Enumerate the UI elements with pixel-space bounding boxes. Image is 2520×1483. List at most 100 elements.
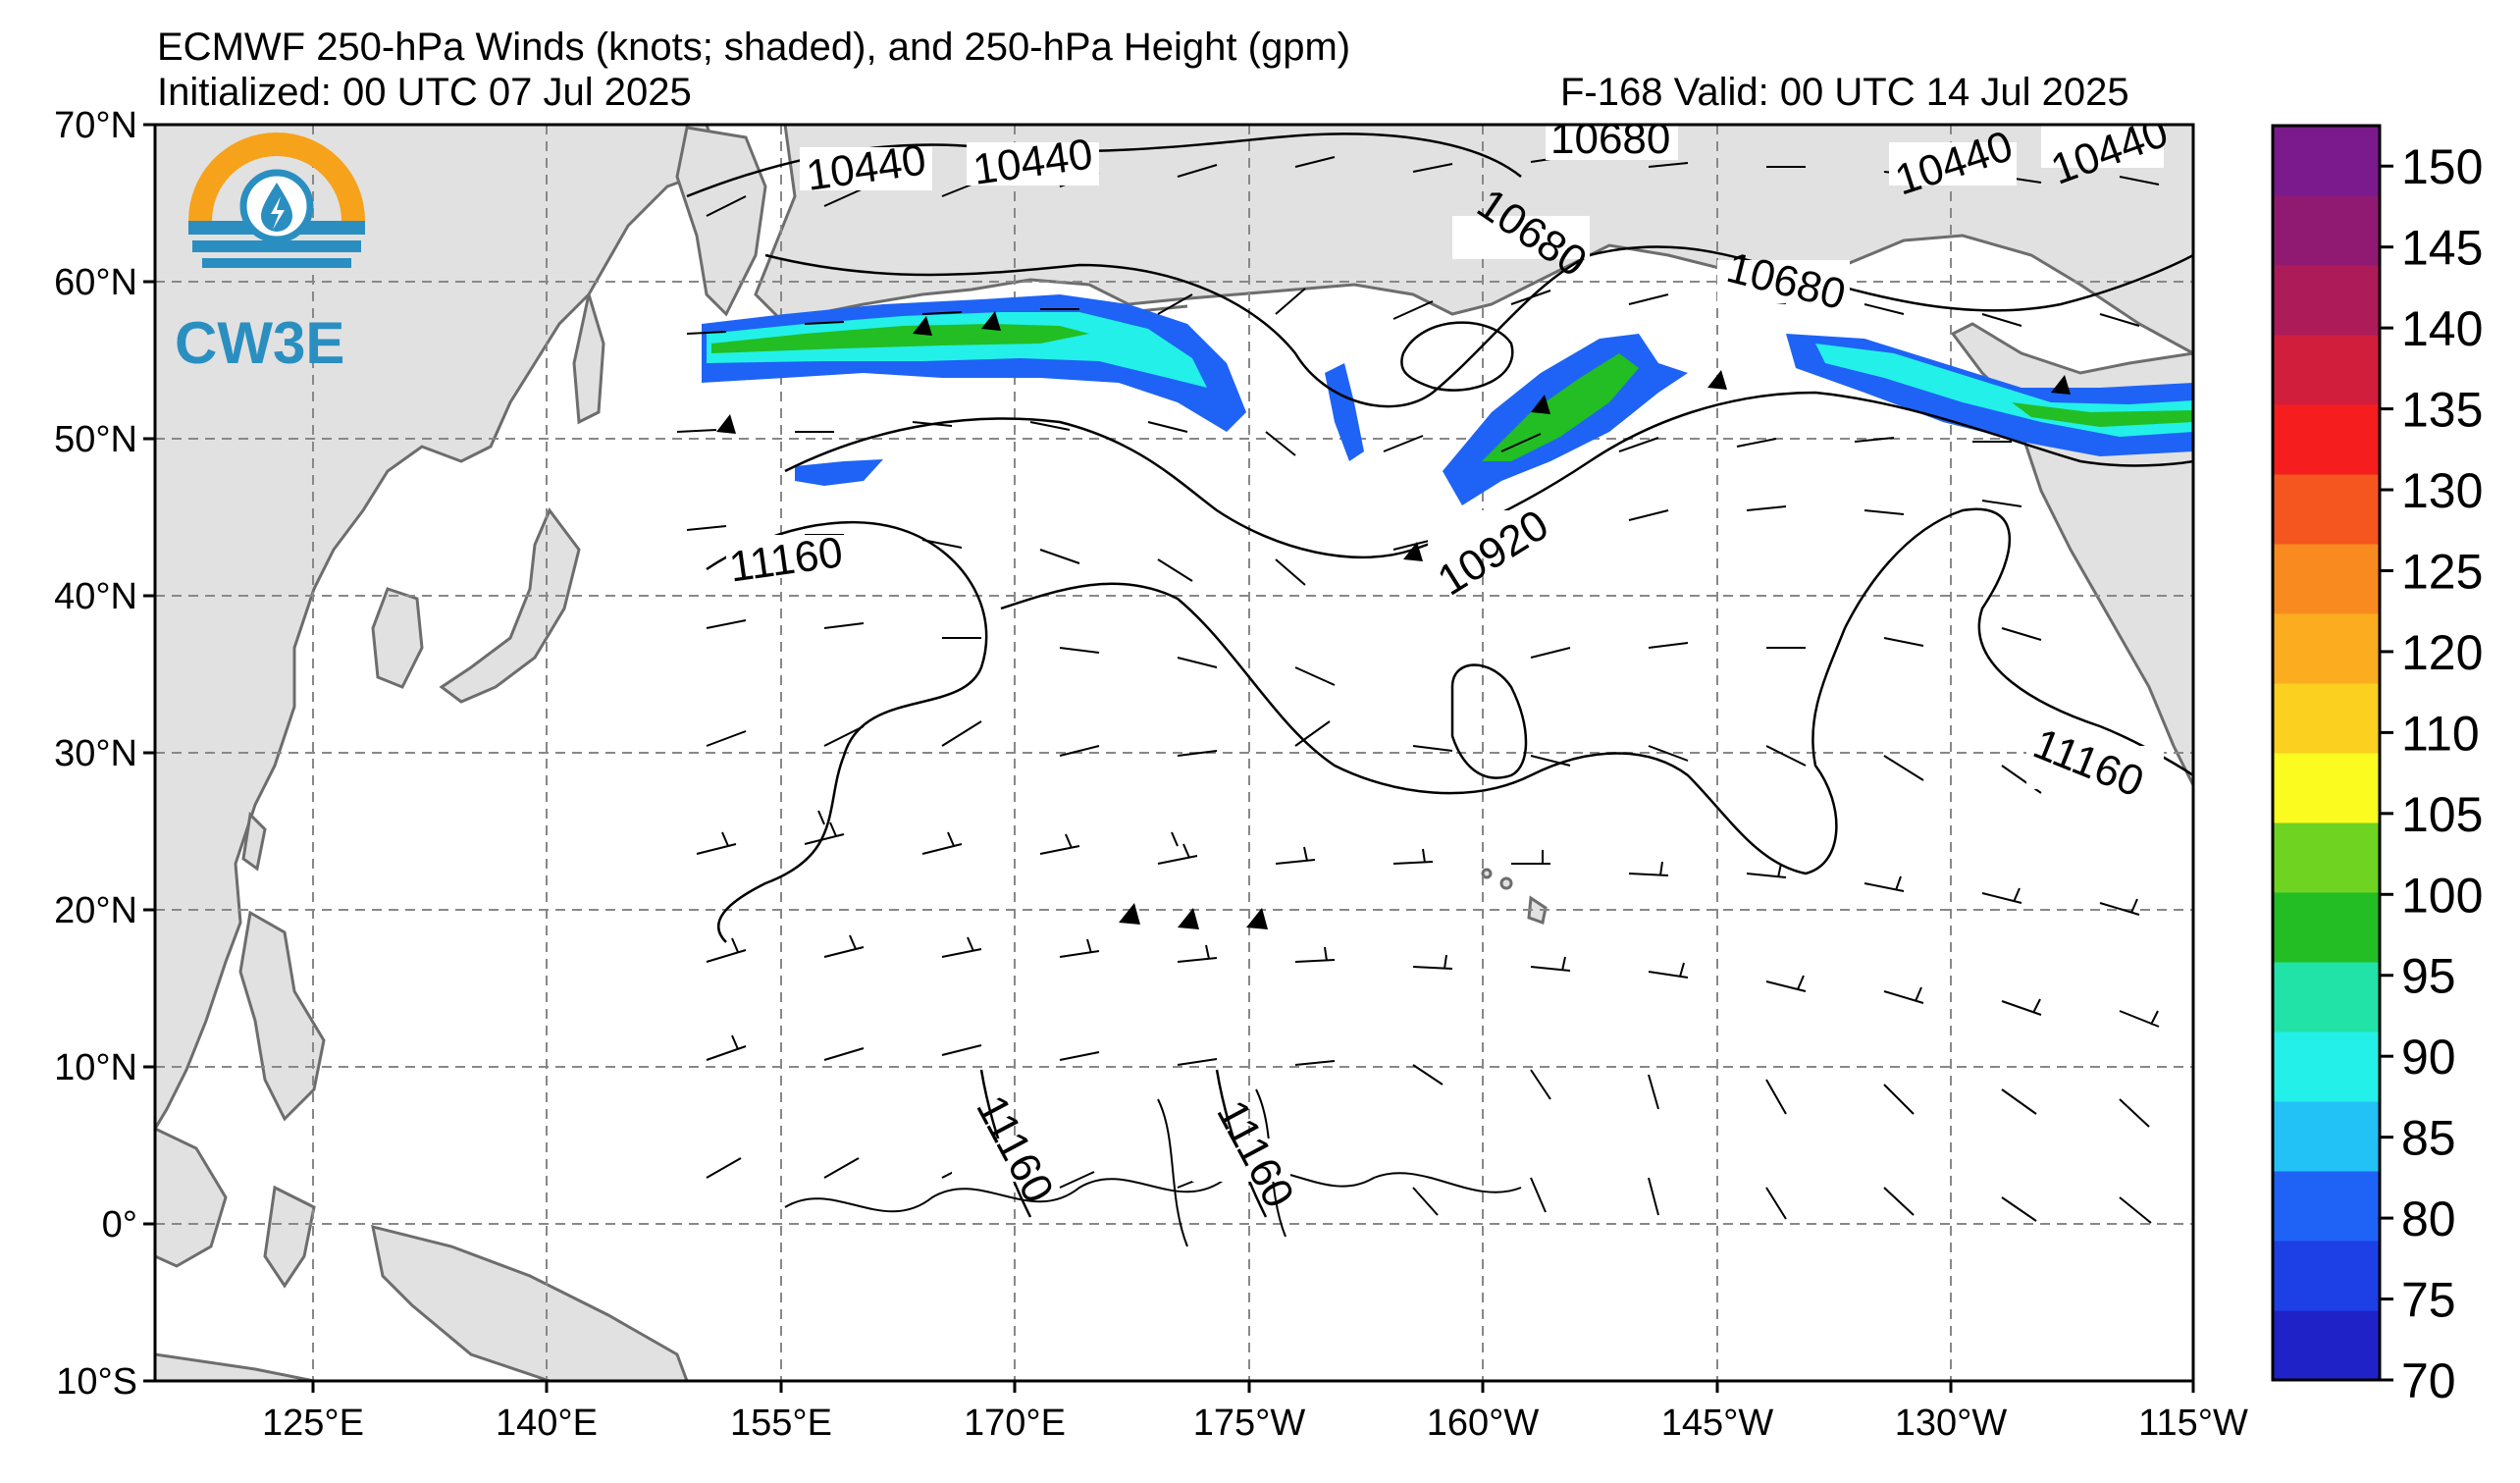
- pennant-5: [981, 311, 1001, 331]
- sakhalin: [572, 293, 605, 425]
- colorbar-tick-label: 125: [2401, 544, 2483, 599]
- lon-tick-label: 140°E: [496, 1403, 598, 1444]
- colorbar-tick-label: 130: [2401, 463, 2483, 518]
- colorbar-swatch: [2273, 1101, 2380, 1172]
- colorbar-swatch: [2273, 1171, 2380, 1242]
- colorbar-tick-label: 80: [2401, 1192, 2456, 1246]
- colorbar-swatch: [2273, 404, 2380, 475]
- jet-blob-small: [795, 459, 883, 486]
- pennant-8: [2051, 375, 2071, 395]
- pennant-1: [1119, 903, 1140, 925]
- colorbar-tick-label: 85: [2401, 1111, 2456, 1166]
- lat-tick-label: 40°N: [54, 576, 137, 617]
- lon-axis: 125°E 140°E 155°E 170°E 175°W 160°W 145°…: [262, 1381, 2248, 1444]
- colorbar-tick-label: 90: [2401, 1030, 2456, 1085]
- colorbar-tick-label: 110: [2401, 706, 2480, 761]
- logo-wave-2: [192, 240, 361, 252]
- lat-tick-label: 10°S: [56, 1361, 137, 1403]
- colorbar-frame: [2271, 124, 2382, 1382]
- hawaii: [1527, 895, 1548, 925]
- map-title: ECMWF 250-hPa Winds (knots; shaded), and…: [157, 26, 1351, 69]
- colorbar-swatch: [2273, 544, 2380, 614]
- lon-tick-label: 125°E: [262, 1403, 364, 1444]
- colorbar: 70 75 80 85 90 95 100 105 110 120 125 130 135 140 145 1…: [2271, 124, 2483, 1408]
- pennant-10: [1403, 542, 1423, 561]
- sulawesi: [263, 1185, 316, 1289]
- colorbar-swatch: [2273, 126, 2380, 196]
- colorbar-tick-label: 140: [2401, 301, 2483, 356]
- colorbar-tick-label: 120: [2401, 625, 2483, 680]
- jet-streak-east-max: [2012, 402, 2193, 427]
- colorbar-swatch: [2273, 822, 2380, 893]
- wind-shading: [702, 294, 2193, 505]
- lon-tick-label: 160°W: [1427, 1403, 1540, 1444]
- init-time: Initialized: 00 UTC 07 Jul 2025: [157, 71, 692, 114]
- hawaii-island-2: [1481, 868, 1493, 879]
- contour-10680: [764, 245, 2193, 408]
- colorbar-swatch: [2273, 613, 2380, 684]
- barb-row-9: [686, 288, 2140, 335]
- lat-tick-label: 50°N: [54, 419, 137, 460]
- pennant-3: [1246, 908, 1268, 929]
- colorbar-swatch: [2273, 892, 2380, 963]
- lon-tick-label: 130°W: [1895, 1403, 2008, 1444]
- lat-tick-label: 60°N: [54, 262, 137, 303]
- logo-bolt-icon: [271, 196, 285, 230]
- barb-row-8: [676, 421, 2012, 456]
- colorbar-tick-label: 150: [2401, 139, 2483, 194]
- japan: [439, 507, 581, 704]
- pennant-4: [913, 316, 932, 336]
- lat-tick-label: 0°: [102, 1204, 137, 1245]
- philippines: [238, 910, 326, 1122]
- pennant-2: [1178, 908, 1199, 929]
- barb-row-1: [696, 810, 2140, 916]
- colorbar-tick-label: 145: [2401, 221, 2483, 276]
- barb-row-6: [706, 619, 2042, 686]
- contour-11160: [706, 507, 2193, 943]
- jet-blob-mid: [1325, 363, 1364, 461]
- jet-streak-central-core: [1482, 353, 1639, 461]
- new-guinea: [371, 1224, 689, 1381]
- lat-axis: 70°N 60°N 50°N 40°N 30°N 20°N 10°N 0° 10…: [54, 105, 155, 1403]
- contour-closed-low: [1400, 321, 1514, 392]
- lon-tick-label: 155°E: [730, 1403, 832, 1444]
- logo-text: CW3E: [175, 310, 344, 376]
- colorbar-swatch: [2273, 1241, 2380, 1311]
- colorbar-swatch: [2273, 335, 2380, 405]
- jet-streak-west-max: [711, 324, 1089, 353]
- contour-label: 10680: [1550, 115, 1670, 163]
- logo-arc: [188, 132, 365, 221]
- lat-tick-label: 30°N: [54, 733, 137, 774]
- colorbar-tick-label: 100: [2401, 868, 2483, 923]
- barb-row-2: [706, 934, 2160, 1028]
- eq-contour-1: [784, 1168, 1522, 1213]
- valid-time: F-168 Valid: 00 UTC 14 Jul 2025: [1560, 71, 2129, 114]
- borneo: [155, 1127, 228, 1268]
- colorbar-tick-label: 135: [2401, 383, 2483, 438]
- colorbar-swatch: [2273, 195, 2380, 266]
- lon-tick-label: 175°W: [1193, 1403, 1306, 1444]
- jet-streak-west-core: [707, 312, 1207, 388]
- lat-tick-label: 70°N: [54, 105, 137, 146]
- colorbar-swatch: [2273, 265, 2380, 336]
- korea: [371, 587, 424, 689]
- colorbar-swatch: [2273, 753, 2380, 823]
- colorbar-swatch: [2273, 474, 2380, 545]
- asia-landmass: [155, 125, 723, 1132]
- cw3e-logo: CW3E: [175, 132, 365, 376]
- pennant-9: [716, 414, 736, 434]
- wind-pennants: [716, 311, 2071, 929]
- logo-wave-3: [202, 258, 351, 268]
- colorbar-tick-label: 75: [2401, 1273, 2456, 1328]
- colorbar-swatch: [2273, 1032, 2380, 1102]
- barb-row-5: [706, 720, 2042, 794]
- barb-row-3: [706, 1034, 2150, 1128]
- pennant-7: [1707, 370, 1727, 390]
- colorbar-swatch: [2273, 1310, 2380, 1381]
- wind-barbs: [676, 155, 2160, 1224]
- colorbar-swatch: [2273, 962, 2380, 1033]
- lat-tick-label: 20°N: [54, 890, 137, 931]
- kamchatka: [675, 126, 767, 317]
- taiwan: [241, 811, 267, 872]
